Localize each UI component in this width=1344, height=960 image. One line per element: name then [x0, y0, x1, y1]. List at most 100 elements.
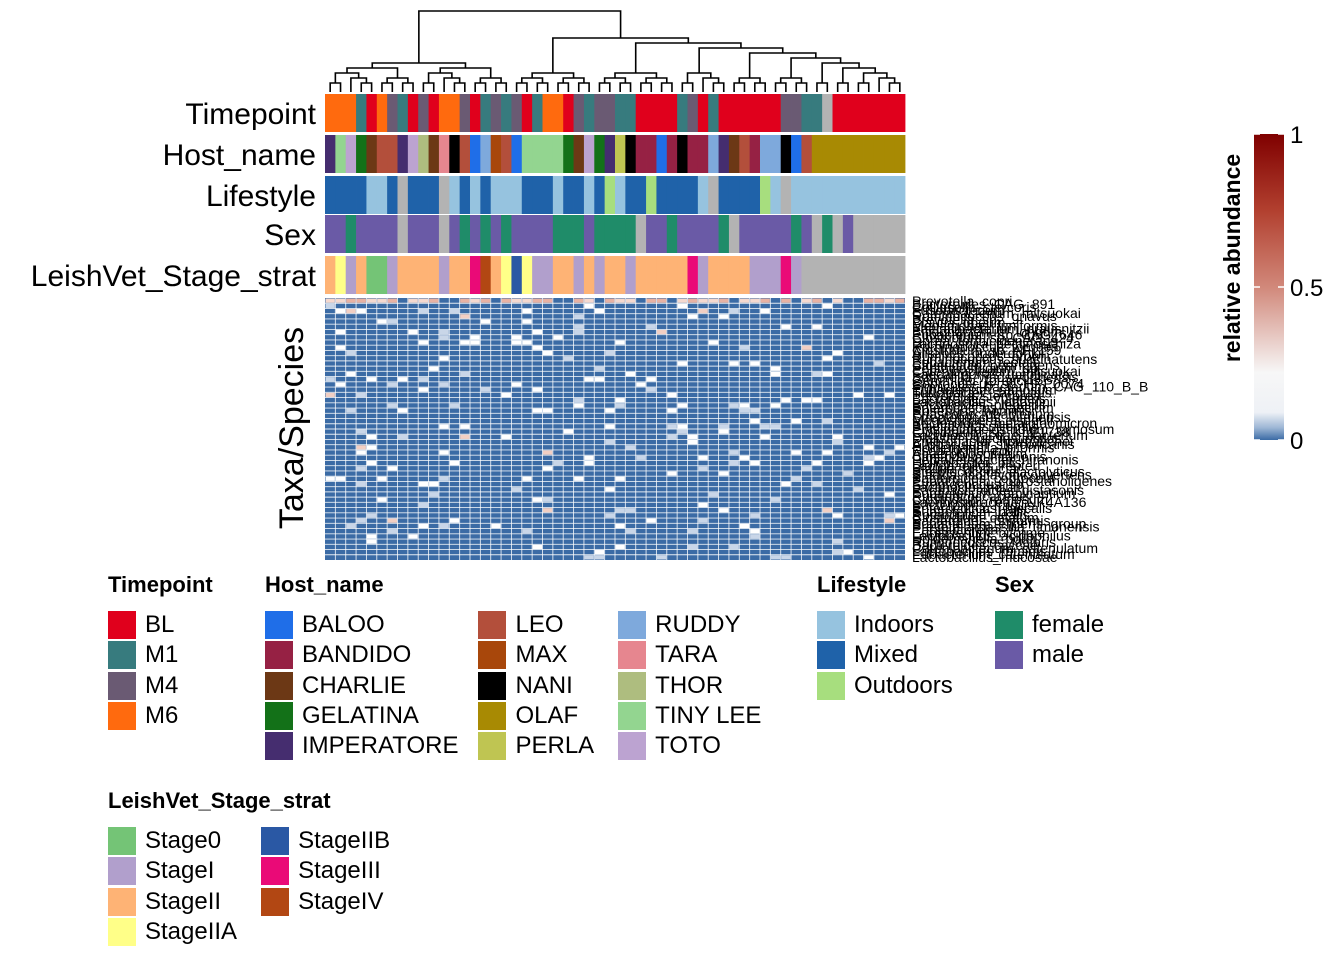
annotation-cell [780, 135, 792, 173]
annotation-cell [366, 176, 378, 214]
heatmap-cell [708, 340, 719, 345]
annotation-cell [407, 256, 419, 294]
annotation-cell [697, 256, 709, 294]
row-label: Holdemanella_porci [912, 531, 1036, 547]
annotation-track-labels: Timepoint Host_name Lifestyle Sex LeishVet_S… [31, 98, 317, 293]
legend-label: TOTO [655, 732, 721, 760]
annotation-cell [366, 215, 378, 253]
annotation-cell [532, 256, 543, 294]
dendrogram-branch [371, 62, 467, 68]
heatmap-cell [408, 329, 418, 335]
dendrogram-branch [562, 77, 585, 83]
annotation-cell [708, 176, 719, 214]
annotation-cell [552, 215, 564, 253]
heatmap-cell [439, 424, 449, 429]
annotation-cell [646, 94, 657, 132]
heatmap-cell [605, 408, 615, 413]
heatmap-cell [418, 502, 429, 508]
annotation-cell [625, 176, 637, 214]
annotation-cell [345, 176, 357, 214]
annotation-cell [387, 176, 398, 214]
row-label: Clostridium_perfringens [912, 357, 1060, 373]
annotation-cell [822, 176, 833, 214]
annotation-cell [625, 135, 637, 173]
legend-title: LeishVet_Stage_strat [108, 788, 331, 813]
heatmap-cell [822, 450, 832, 455]
heatmap-cell [594, 308, 605, 314]
annotation-cell [604, 215, 616, 253]
annotation-cell [728, 256, 740, 294]
legend-lifestyle: Lifestyle Indoors Mixed Outdoors [817, 570, 953, 701]
heatmap-cell [698, 518, 708, 523]
annotation-cell [853, 176, 864, 214]
heatmap-cell [346, 523, 356, 529]
annotation-cell [376, 176, 388, 214]
heatmap-cell [460, 434, 470, 439]
annotation-cell [749, 135, 761, 173]
heatmap-cell [864, 445, 874, 450]
row-label: Megamonas_funiformis [912, 317, 1058, 333]
heatmap-cell [594, 555, 605, 560]
annotation-cell [656, 215, 668, 253]
heatmap-cell [470, 335, 480, 340]
annotation-cell [583, 215, 595, 253]
dendrogram-branch [515, 82, 528, 92]
annotation-cell [573, 135, 585, 173]
annotation-cell [708, 215, 719, 253]
annotation-cell [718, 94, 730, 132]
annotation-cell [542, 94, 554, 132]
heatmap-cell [667, 408, 677, 413]
heatmap-cell [739, 455, 750, 460]
annotation-cell [490, 135, 502, 173]
heatmap-cell [750, 361, 760, 366]
annotation-cell [780, 215, 792, 253]
annotation-cell [325, 256, 336, 294]
heatmap-cell [781, 298, 791, 303]
legend-item: male [995, 640, 1104, 670]
heatmap-cell [356, 429, 366, 434]
dendrogram-branch [842, 67, 877, 83]
annotation-cell [832, 176, 844, 214]
annotation-cell [739, 256, 751, 294]
legend-label: M6 [145, 702, 179, 730]
annotation-cell [428, 94, 440, 132]
heatmap-cell [843, 550, 853, 555]
heatmap-cell [781, 398, 791, 403]
heatmap-cell [418, 523, 429, 529]
row-label: Bacteroides_coprocola [912, 470, 1055, 486]
legend-item: NANI [478, 671, 594, 701]
row-label: Enterobacter_hormaechei [912, 433, 1073, 449]
dendrogram-branch [857, 82, 870, 92]
row-label: Catenibacterium_mitsuokai [912, 363, 1081, 379]
heatmap-cell [449, 403, 460, 408]
heatmap-cell [387, 298, 397, 303]
row-label: Clostridium_celatum [912, 509, 1039, 525]
heatmap-cell [377, 476, 387, 481]
heatmap-cell [719, 471, 729, 476]
heatmap-cell [822, 508, 832, 513]
row-label: Helicobacter_bilis [912, 455, 1022, 471]
annotation-cell [884, 256, 896, 294]
heatmap-cell [325, 392, 335, 398]
annotation-cell [677, 135, 688, 173]
row-label: Alistipes_onderdonkii [912, 345, 1044, 361]
heatmap-cell [770, 555, 781, 560]
heatmap-cell [356, 298, 366, 303]
annotation-cell [418, 256, 429, 294]
heatmap-cell [770, 366, 781, 371]
annotation-cell [615, 94, 626, 132]
annotation-cell [345, 256, 357, 294]
heatmap-cell [429, 298, 439, 303]
annotation-cell [728, 135, 740, 173]
dendrogram-branch [557, 82, 570, 92]
legend-label: RUDDY [655, 611, 741, 639]
annotation-cell [873, 256, 885, 294]
column-dendrogram [329, 10, 901, 92]
dendrogram-branch [862, 72, 888, 83]
row-label: Parabacteroides_distasonis [912, 482, 1084, 498]
heatmap-cell [760, 424, 770, 429]
dendrogram-branch [733, 82, 746, 92]
heatmap-cell [884, 298, 895, 303]
dendrogram-branch [878, 77, 896, 92]
heatmap-cell [677, 403, 687, 408]
